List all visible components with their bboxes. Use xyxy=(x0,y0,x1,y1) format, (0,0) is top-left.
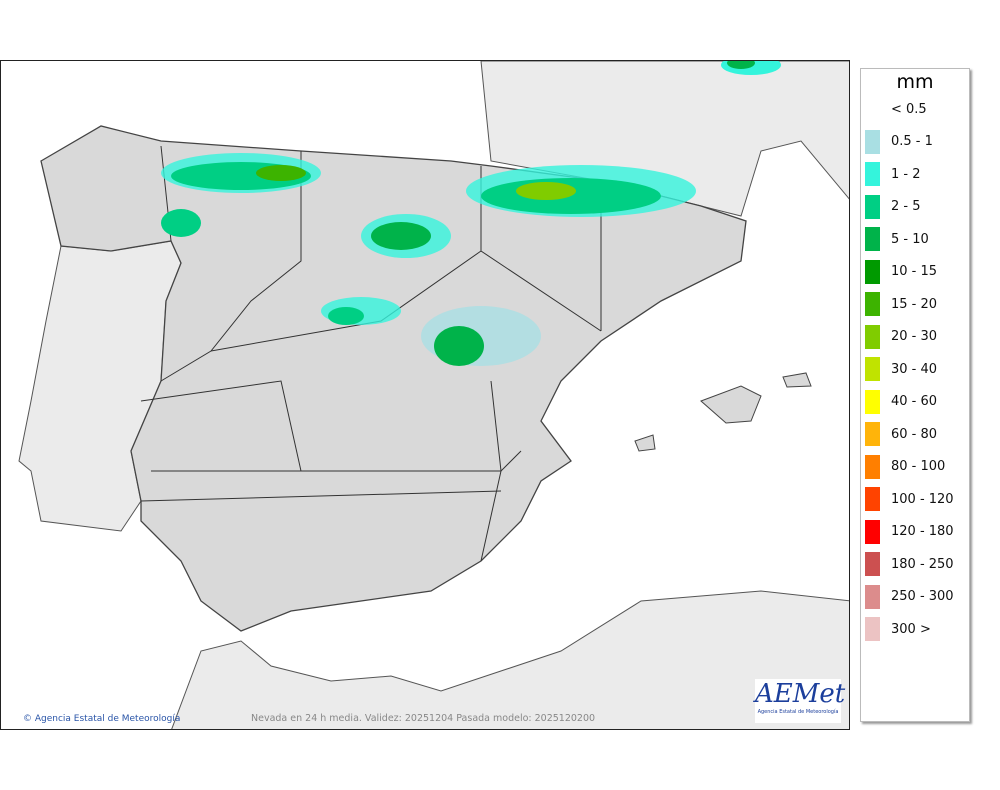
legend-swatch xyxy=(865,389,880,414)
map-caption: Nevada en 24 h media. Validez: 20251204 … xyxy=(251,713,596,724)
legend-swatch xyxy=(865,162,880,186)
legend-item: 20 - 30 xyxy=(865,324,938,349)
legend-swatch xyxy=(865,357,880,381)
legend-item: 300 > xyxy=(865,617,931,641)
legend-swatch xyxy=(865,584,880,609)
legend-label: 15 - 20 xyxy=(891,296,938,312)
legend-label: < 0.5 xyxy=(891,101,927,117)
snowfall-areas xyxy=(161,61,781,366)
legend-swatch xyxy=(865,422,880,446)
logo-text: AEMet xyxy=(755,679,846,709)
legend-item: 2 - 5 xyxy=(865,194,921,219)
legend-swatch xyxy=(865,129,880,154)
legend-item: 100 - 120 xyxy=(865,487,954,511)
legend-swatch xyxy=(865,617,880,641)
legend: mm < 0.5 0.5 - 1 1 - 2 2 - 5 5 - 10 10 - 15 15… xyxy=(860,68,970,722)
legend-swatch xyxy=(865,227,880,251)
legend-swatch xyxy=(865,97,880,121)
legend-item: 1 - 2 xyxy=(865,162,921,186)
legend-label: 250 - 300 xyxy=(891,589,954,604)
legend-item: 15 - 20 xyxy=(865,292,937,316)
legend-label: 30 - 40 xyxy=(891,361,938,377)
legend-swatch xyxy=(865,552,880,576)
copyright-credit: © Agencia Estatal de Meteorología xyxy=(23,714,181,724)
legend-swatch xyxy=(865,454,880,479)
legend-item: < 0.5 xyxy=(865,97,927,121)
mallorca xyxy=(700,385,762,424)
legend-item: 40 - 60 xyxy=(865,389,938,414)
legend-label: 60 - 80 xyxy=(891,426,938,442)
legend-swatch xyxy=(865,292,880,316)
legend-label: 5 - 10 xyxy=(891,231,929,247)
menorca xyxy=(782,372,812,388)
map-canvas xyxy=(18,61,849,729)
credit-text: Agencia Estatal de Meteorología xyxy=(34,714,181,724)
africa-land xyxy=(171,590,849,729)
legend-swatch xyxy=(865,324,880,349)
legend-item: 5 - 10 xyxy=(865,227,929,251)
legend-swatch xyxy=(865,259,880,284)
legend-swatch xyxy=(865,487,880,511)
legend-item: 60 - 80 xyxy=(865,422,937,446)
legend-item: 10 - 15 xyxy=(865,259,938,284)
snowfall-map[interactable]: © Agencia Estatal de Meteorología Nevada… xyxy=(0,60,850,730)
legend-label: 300 > xyxy=(891,621,931,637)
legend-label: 40 - 60 xyxy=(891,394,938,409)
legend-unit: mm xyxy=(896,71,934,93)
legend-label: 2 - 5 xyxy=(891,199,921,214)
legend-item: 120 - 180 xyxy=(865,519,954,544)
ibiza xyxy=(634,434,656,452)
legend-label: 0.5 - 1 xyxy=(891,134,933,149)
legend-label: 1 - 2 xyxy=(891,166,921,182)
legend-label: 80 - 100 xyxy=(891,459,946,474)
logo-subtitle: Agencia Estatal de Meteorología xyxy=(757,709,839,715)
legend-swatch xyxy=(865,519,880,544)
legend-item: 80 - 100 xyxy=(865,454,946,479)
legend-item: 250 - 300 xyxy=(865,584,954,609)
legend-label: 20 - 30 xyxy=(891,329,938,344)
legend-item: 30 - 40 xyxy=(865,357,937,381)
legend-label: 120 - 180 xyxy=(891,524,954,539)
legend-swatch xyxy=(865,194,880,219)
legend-item: 180 - 250 xyxy=(865,552,954,576)
aemet-logo: AEMet Agencia Estatal de Meteorología xyxy=(755,679,846,723)
legend-label: 10 - 15 xyxy=(891,264,938,279)
legend-label: 100 - 120 xyxy=(891,491,954,507)
legend-item: 0.5 - 1 xyxy=(865,129,933,154)
legend-label: 180 - 250 xyxy=(891,556,954,572)
